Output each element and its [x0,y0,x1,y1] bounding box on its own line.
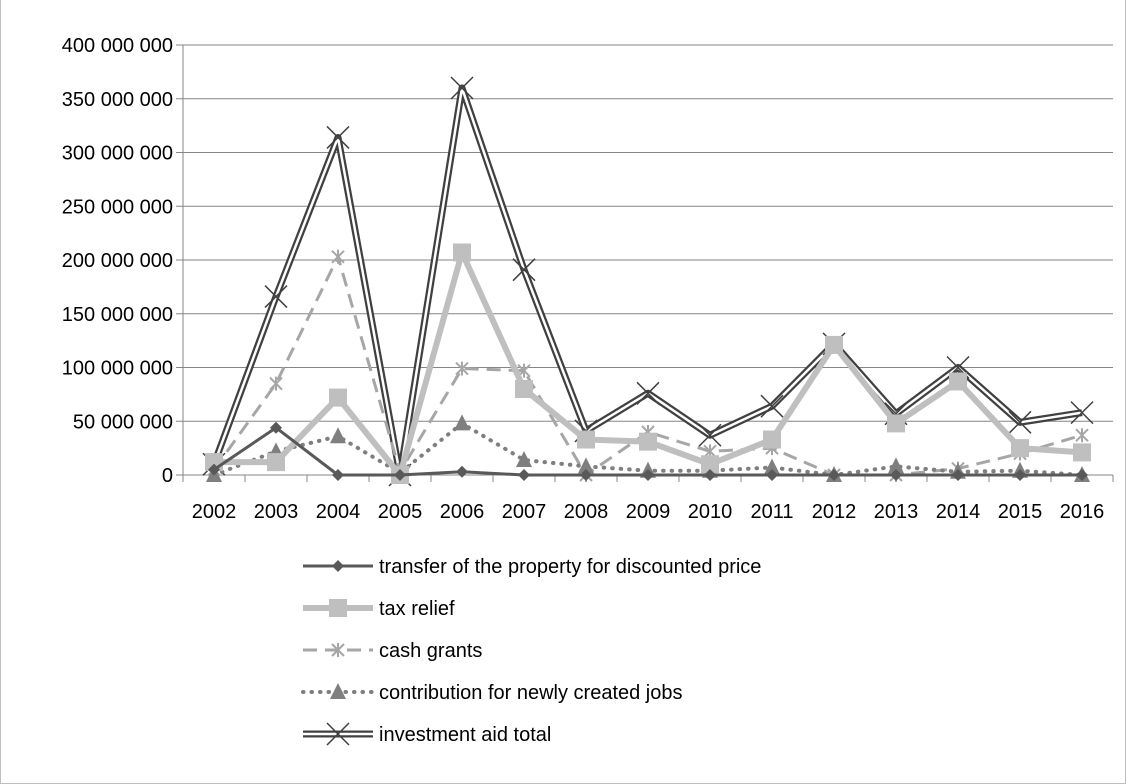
data-point [760,394,784,418]
data-point [764,458,780,475]
x-tick-label: 2004 [316,501,361,523]
legend-marker [330,683,346,699]
data-point [269,376,283,391]
data-point [1075,428,1089,443]
data-point [890,469,902,481]
x-tick-label: 2015 [998,501,1043,523]
legend-marker [332,560,344,572]
data-point [331,249,345,264]
data-point [1014,469,1026,481]
data-point [949,372,967,391]
data-point [1008,410,1032,434]
legend-item: cash grants [303,640,482,662]
y-tick-label: 150 000 000 [62,304,173,326]
series-1 [205,243,1091,484]
data-point [332,469,344,481]
legend-marker [329,599,347,617]
data-point [455,361,469,376]
data-point [763,430,781,449]
legend-item: transfer of the property for discounted … [303,556,761,578]
data-point [580,469,592,481]
data-point [887,414,905,433]
legend-label: contribution for newly created jobs [379,682,683,704]
data-point [766,469,778,481]
data-point [394,469,406,481]
legend-marker [331,643,345,657]
data-point [456,465,468,478]
data-point [516,450,532,467]
data-point [578,457,594,474]
data-point [450,76,474,100]
x-tick-label: 2008 [564,501,609,523]
data-point [704,469,716,481]
data-point [825,335,843,354]
legend-item: investment aid total [303,722,551,746]
data-point [888,457,904,474]
legend-item: tax relief [303,598,455,620]
legend-marker [326,722,350,746]
y-tick-label: 350 000 000 [62,89,173,111]
data-point [518,469,530,481]
data-point [952,469,964,481]
data-point [329,388,347,407]
data-point [267,453,285,472]
data-point [642,469,654,481]
data-point [270,421,282,434]
series-line [212,252,1083,478]
data-point [1073,443,1091,462]
legend-label: transfer of the property for discounted … [379,556,761,578]
x-tick-label: 2005 [378,501,423,523]
data-point [1076,469,1088,481]
legend: transfer of the property for discounted … [301,556,761,746]
data-point [515,380,533,398]
y-tick-label: 50 000 000 [73,411,173,433]
y-tick-label: 400 000 000 [62,35,173,57]
data-point [1011,439,1029,458]
data-point [698,423,722,447]
x-tick-label: 2003 [254,501,299,523]
x-tick-label: 2014 [936,501,981,523]
y-tick-label: 100 000 000 [62,358,173,380]
y-tick-label: 250 000 000 [62,196,173,218]
y-axis: 0 50 000 000 100 000 000 150 000 000 200 000… [62,35,184,487]
series-0 [208,421,1088,481]
legend-item: contribution for newly created jobs [301,682,683,704]
data-point [454,414,470,431]
legend-label: investment aid total [379,724,551,746]
x-tick-label: 2013 [874,501,919,523]
data-point [208,463,220,476]
x-tick-label: 2002 [192,501,237,523]
data-point [701,455,719,474]
data-point [326,125,350,149]
y-tick-label: 300 000 000 [62,143,173,165]
data-point [639,432,657,451]
x-tick-label: 2010 [688,501,733,523]
legend-label: tax relief [379,598,455,620]
data-point [577,430,595,449]
data-point [453,243,471,262]
x-tick-label: 2012 [812,501,857,523]
data-point [264,285,288,309]
x-axis: 2002 2003 2004 2005 2006 2007 2008 2009 2010 2011… [182,475,1114,523]
data-point [636,381,660,405]
x-tick-label: 2011 [750,501,793,523]
x-tick-label: 2007 [502,501,547,523]
data-point [1070,401,1094,425]
y-tick-label: 200 000 000 [62,250,173,272]
x-tick-label: 2016 [1060,501,1105,523]
x-tick-label: 2006 [440,501,485,523]
legend-label: cash grants [379,640,482,662]
x-tick-label: 2009 [626,501,671,523]
data-point [512,258,536,282]
data-point [330,427,346,444]
data-point [828,469,840,481]
y-tick-label: 0 [162,465,173,487]
series-4 [202,76,1094,487]
series-group [202,76,1094,487]
